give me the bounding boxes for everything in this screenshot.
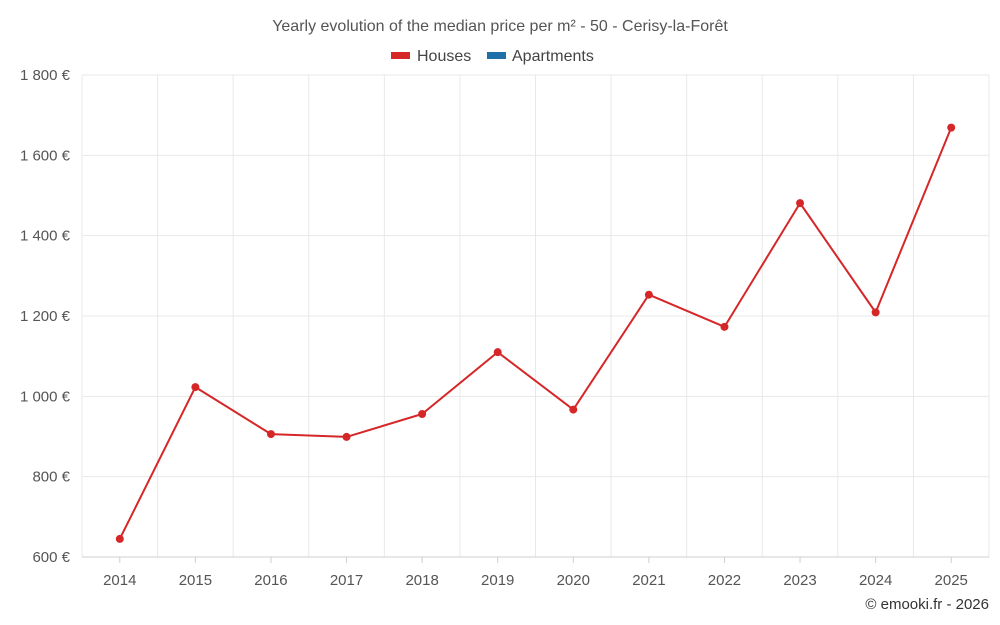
legend-item-apartments[interactable]: Apartments — [487, 48, 594, 65]
x-tick-label: 2018 — [405, 572, 438, 589]
houses-point[interactable] — [644, 290, 653, 299]
y-tick-label: 600 € — [32, 549, 70, 566]
houses-point[interactable] — [266, 430, 275, 439]
houses-point[interactable] — [796, 199, 805, 208]
x-tick-label: 2014 — [103, 572, 136, 589]
x-tick-label: 2015 — [179, 572, 212, 589]
y-axis: 600 € 800 € 1 000 € 1 200 € 1 400 € 1 600 € 1 … — [20, 67, 71, 566]
houses-point[interactable] — [569, 405, 578, 414]
houses-line — [118, 127, 953, 540]
houses-point[interactable] — [115, 534, 124, 543]
legend-label-houses: Houses — [417, 48, 471, 65]
grid — [81, 74, 990, 557]
y-tick-label: 1 000 € — [20, 388, 71, 405]
houses-point[interactable] — [947, 123, 956, 132]
y-tick-label: 1 800 € — [20, 67, 71, 84]
y-tick-label: 1 600 € — [20, 147, 71, 164]
houses-point[interactable] — [191, 383, 200, 392]
x-tick-label: 2016 — [254, 572, 287, 589]
x-tick-label: 2022 — [708, 572, 741, 589]
x-tick-label: 2025 — [935, 572, 968, 589]
houses-point[interactable] — [720, 322, 729, 331]
x-tick-label: 2019 — [481, 572, 514, 589]
x-tick-label: 2017 — [330, 572, 363, 589]
legend-label-apartments: Apartments — [512, 48, 594, 65]
x-tick-label: 2023 — [783, 572, 816, 589]
houses-point[interactable] — [342, 432, 351, 441]
x-tick-label: 2021 — [632, 572, 665, 589]
x-axis: 2014 2015 2016 2017 2018 2019 2020 2021 2022 2023… — [82, 556, 989, 589]
chart-title: Yearly evolution of the median price per… — [272, 18, 728, 35]
x-tick-label: 2024 — [859, 572, 892, 589]
houses-point[interactable] — [493, 348, 502, 357]
legend: Houses Apartments — [391, 48, 594, 65]
y-tick-label: 800 € — [32, 469, 70, 486]
y-tick-label: 1 200 € — [20, 308, 71, 325]
series-houses — [115, 123, 956, 543]
houses-point[interactable] — [871, 308, 880, 317]
legend-swatch-houses — [391, 52, 410, 59]
legend-item-houses[interactable]: Houses — [391, 48, 471, 65]
legend-swatch-apartments — [487, 52, 506, 59]
houses-point[interactable] — [418, 410, 427, 419]
credit-text: © emooki.fr - 2026 — [865, 596, 989, 613]
x-tick-label: 2020 — [557, 572, 590, 589]
y-tick-label: 1 400 € — [20, 228, 71, 245]
